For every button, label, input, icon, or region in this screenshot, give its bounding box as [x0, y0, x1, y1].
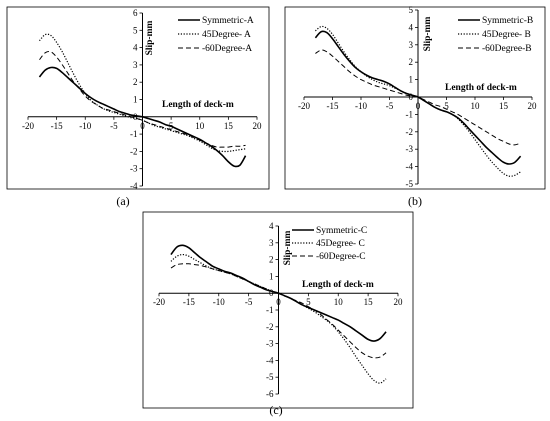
- panel-b-x-tick-label: 5: [444, 101, 449, 111]
- panel-c-x-tick-label: 15: [364, 297, 374, 307]
- panel-b-y-tick-label: -3: [406, 144, 414, 154]
- panel-b-x-tick-label: -20: [298, 101, 310, 111]
- panel-b-y-axis-title: Slip-mm: [423, 16, 433, 51]
- panel-b-y-tick-label: -4: [406, 162, 414, 172]
- panel-a-caption: (a): [116, 194, 129, 208]
- panel-c-legend-label-45degree: 45Degree- C: [316, 239, 365, 249]
- panel-b-legend-label-symmetric: Symmetric-B: [482, 16, 533, 26]
- panel-c-y-tick-label: 4: [269, 221, 274, 231]
- panel-a-y-tick-label: 3: [133, 60, 138, 70]
- panel-a-x-tick-label: 20: [253, 121, 263, 131]
- panel-a-border: [6, 6, 270, 190]
- panel-a-y-tick-label: 1: [133, 95, 138, 105]
- panel-c-border: [142, 211, 414, 409]
- panel-a-x-tick-label: -10: [79, 121, 91, 131]
- panel-b-caption: (b): [408, 194, 422, 208]
- panel-a-y-tick-label: 0: [133, 112, 138, 122]
- panel-b-y-tick-label: 0: [409, 92, 414, 102]
- panel-a-series: [38, 33, 247, 168]
- panel-b-x-ticks: -20 -15 -10 -5 0 5 10 15 20: [298, 97, 537, 111]
- panel-b-y-tick-label: 2: [409, 57, 414, 67]
- panel-a-legend-label-45degree: 45Degree- A: [202, 30, 251, 40]
- panel-b-border: [284, 6, 546, 190]
- panel-a-y-tick-label: -4: [130, 181, 138, 191]
- panel-a-x-tick-label: -20: [22, 121, 34, 131]
- panel-a-legend-label-symmetric: Symmetric-A: [202, 16, 254, 26]
- panel-c-x-tick-label: -15: [183, 297, 195, 307]
- panel-c-series: [170, 244, 387, 384]
- panel-b-x-tick-label: 20: [528, 101, 538, 111]
- panel-a-x-tick-label: -5: [110, 121, 118, 131]
- panel-b-y-tick-label: 5: [409, 5, 414, 15]
- panel-c-x-tick-label: 10: [334, 297, 344, 307]
- panel-a-x-tick-label: 10: [195, 121, 205, 131]
- panel-b-y-tick-label: -1: [406, 109, 414, 119]
- panel-b-x-tick-label: -15: [327, 101, 339, 111]
- panel-b-series-dashed-line: [315, 49, 521, 146]
- panel-c-y-tick-label: 0: [269, 288, 274, 298]
- panel-c-caption: (c): [269, 403, 282, 417]
- panel-c-x-axis-title: Length of deck-m: [302, 280, 374, 290]
- panel-c-y-tick-label: -6: [266, 389, 274, 399]
- panel-a-legend-label-60degree: -60Degree-A: [202, 44, 252, 54]
- panel-a-y-tick-label: 6: [133, 8, 138, 18]
- panel-a-x-tick-label: 15: [224, 121, 234, 131]
- panel-c-y-tick-label: -2: [266, 322, 274, 332]
- panel-b-legend-label-45degree: 45Degree- B: [482, 30, 531, 40]
- panel-b-x-tick-label: 10: [471, 101, 481, 111]
- panel-c-x-tick-label: -5: [245, 297, 253, 307]
- panel-a-x-tick-label: -15: [51, 121, 63, 131]
- panel-c-y-axis-title: Slip-mm: [283, 230, 293, 265]
- panel-b-x-tick-label: -5: [386, 101, 394, 111]
- panel-a-y-tick-label: 5: [133, 25, 138, 35]
- panel-a-series-solid-line: [38, 66, 247, 168]
- panel-a-y-axis-title: Slip-mm: [145, 20, 155, 55]
- panel-c-x-tick-label: 0: [276, 297, 281, 307]
- panel-c-y-tick-label: -3: [266, 339, 274, 349]
- panel-b-x-axis-title: Length of deck-m: [445, 83, 517, 93]
- panel-c-x-tick-label: -20: [153, 297, 165, 307]
- panel-a-series-dotted-line: [38, 33, 246, 153]
- panel-b-x-tick-label: 0: [416, 101, 421, 111]
- panel-c-y-tick-label: -1: [266, 305, 274, 315]
- panel-a-x-tick-label: 0: [140, 121, 145, 131]
- panel-a-y-tick-label: -1: [130, 129, 138, 139]
- panel-c-legend-label-symmetric: Symmetric-C: [316, 226, 367, 236]
- panel-b-legend-label-60degree: -60Degree-B: [482, 44, 532, 54]
- panel-a-y-tick-label: -3: [130, 164, 138, 174]
- panel-b-series: [314, 25, 522, 177]
- panel-c-legend-label-60degree: -60Degree-C: [316, 252, 366, 262]
- panel-a-y-tick-label: 2: [133, 77, 138, 87]
- panel-c-x-tick-label: -10: [213, 297, 225, 307]
- panel-c-x-tick-label: 20: [394, 297, 404, 307]
- panel-b-x-tick-label: 15: [499, 101, 509, 111]
- panel-c-legend: Symmetric-C 45Degree- C -60Degree-C: [292, 226, 367, 262]
- panel-b-y-tick-label: 3: [409, 40, 414, 50]
- panel-c-series-dashed-line: [170, 263, 387, 359]
- panel-c-y-tick-label: -4: [266, 355, 274, 365]
- panel-b-y-tick-label: 4: [409, 22, 414, 32]
- panel-a-legend: Symmetric-A 45Degree- A -60Degree-A: [178, 16, 254, 54]
- panel-c-x-ticks: -20 -15 -10 -5 0 5 10 15 20: [153, 293, 403, 307]
- panel-a-x-axis-title: Length of deck-m: [162, 100, 234, 110]
- panel-c-y-tick-label: 1: [269, 271, 274, 281]
- panel-c-y-tick-label: 2: [269, 255, 274, 265]
- panel-b-y-tick-label: -2: [406, 127, 414, 137]
- panel-b-y-tick-label: -5: [406, 179, 414, 189]
- panel-c-x-tick-label: 5: [306, 297, 311, 307]
- panel-a-y-tick-label: -2: [130, 146, 138, 156]
- panel-c-y-tick-label: 3: [269, 238, 274, 248]
- panel-c-y-tick-label: -5: [266, 372, 274, 382]
- panel-b-x-tick-label: -10: [355, 101, 367, 111]
- panel-a-y-tick-label: 4: [133, 43, 138, 53]
- panel-b-legend: Symmetric-B 45Degree- B -60Degree-B: [458, 16, 533, 54]
- panel-b-y-tick-label: 1: [409, 75, 414, 85]
